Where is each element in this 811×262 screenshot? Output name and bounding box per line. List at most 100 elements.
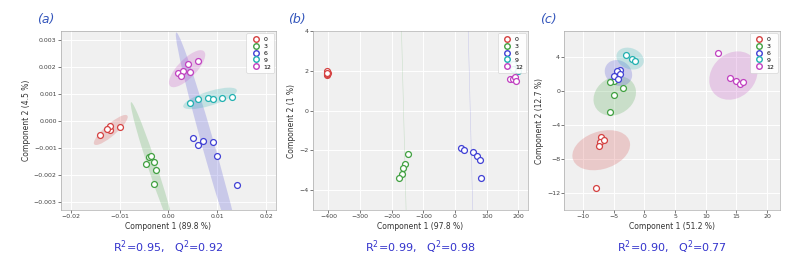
Point bbox=[103, 128, 116, 132]
Point bbox=[616, 86, 629, 90]
Point bbox=[511, 69, 524, 73]
Text: (a): (a) bbox=[36, 13, 54, 26]
Point bbox=[457, 148, 470, 152]
Point bbox=[473, 158, 486, 162]
Point bbox=[732, 82, 745, 86]
Point bbox=[470, 154, 483, 158]
Point bbox=[191, 59, 204, 63]
Point bbox=[401, 152, 414, 156]
Point bbox=[603, 110, 616, 114]
Point bbox=[174, 74, 187, 78]
Point bbox=[612, 68, 625, 72]
Point bbox=[628, 59, 641, 63]
Text: R$^2$=0.90,   Q$^2$=0.77: R$^2$=0.90, Q$^2$=0.77 bbox=[616, 239, 726, 256]
Point bbox=[607, 93, 620, 97]
Point bbox=[216, 96, 229, 101]
Point bbox=[149, 168, 162, 173]
Point bbox=[320, 72, 333, 76]
Point bbox=[320, 73, 333, 77]
Text: R$^2$=0.95,   Q$^2$=0.92: R$^2$=0.95, Q$^2$=0.92 bbox=[114, 239, 223, 256]
Point bbox=[196, 139, 209, 143]
Point bbox=[191, 97, 204, 101]
X-axis label: Component 1 (89.8 %): Component 1 (89.8 %) bbox=[126, 222, 211, 231]
Point bbox=[191, 143, 204, 147]
Point bbox=[113, 125, 126, 129]
Legend: 0, 3, 6, 9, 12: 0, 3, 6, 9, 12 bbox=[497, 33, 526, 73]
Point bbox=[230, 183, 243, 187]
Point bbox=[320, 69, 333, 74]
X-axis label: Component 1 (51.2 %): Component 1 (51.2 %) bbox=[629, 222, 714, 231]
Point bbox=[321, 70, 334, 75]
Ellipse shape bbox=[94, 115, 127, 145]
Point bbox=[710, 51, 723, 55]
Point bbox=[589, 186, 602, 190]
Point bbox=[607, 73, 620, 78]
Point bbox=[147, 182, 160, 186]
Ellipse shape bbox=[708, 51, 757, 100]
Ellipse shape bbox=[389, 0, 420, 262]
Point bbox=[142, 155, 155, 159]
Ellipse shape bbox=[593, 76, 635, 116]
Point bbox=[592, 144, 605, 148]
Ellipse shape bbox=[183, 88, 237, 109]
Text: R$^2$=0.99,   Q$^2$=0.98: R$^2$=0.99, Q$^2$=0.98 bbox=[364, 239, 475, 256]
Point bbox=[603, 80, 616, 84]
Point bbox=[172, 71, 185, 75]
Point bbox=[506, 77, 519, 81]
Text: (b): (b) bbox=[288, 13, 306, 26]
Ellipse shape bbox=[175, 32, 244, 262]
Point bbox=[177, 68, 190, 73]
Point bbox=[206, 97, 219, 101]
X-axis label: Component 1 (97.8 %): Component 1 (97.8 %) bbox=[376, 222, 463, 231]
Point bbox=[594, 135, 607, 140]
Point bbox=[225, 95, 238, 99]
Point bbox=[619, 53, 632, 57]
Point bbox=[144, 154, 157, 158]
Point bbox=[506, 67, 519, 71]
Point bbox=[609, 69, 622, 73]
Ellipse shape bbox=[572, 130, 629, 170]
Point bbox=[184, 101, 197, 105]
Point bbox=[597, 138, 610, 142]
Point bbox=[466, 150, 479, 154]
Point bbox=[201, 95, 214, 100]
Point bbox=[729, 79, 742, 83]
Point bbox=[508, 75, 521, 79]
Y-axis label: Component 2 (4.5 %): Component 2 (4.5 %) bbox=[22, 80, 31, 161]
Point bbox=[611, 77, 624, 81]
Ellipse shape bbox=[131, 102, 174, 231]
Text: (c): (c) bbox=[539, 13, 556, 26]
Point bbox=[736, 80, 749, 84]
Point bbox=[607, 79, 620, 83]
Point bbox=[395, 172, 408, 177]
Point bbox=[103, 124, 116, 128]
Y-axis label: Component 2 (12.7 %): Component 2 (12.7 %) bbox=[534, 78, 543, 163]
Point bbox=[474, 176, 487, 180]
Ellipse shape bbox=[616, 48, 643, 69]
Ellipse shape bbox=[169, 50, 205, 87]
Point bbox=[101, 127, 114, 131]
Point bbox=[147, 160, 160, 165]
Point bbox=[624, 57, 637, 62]
Point bbox=[453, 146, 466, 150]
Point bbox=[503, 77, 516, 81]
Ellipse shape bbox=[604, 60, 632, 86]
Point bbox=[93, 133, 106, 138]
Point bbox=[139, 162, 152, 166]
Point bbox=[509, 78, 522, 83]
Point bbox=[206, 140, 219, 144]
Legend: 0, 3, 6, 9, 12: 0, 3, 6, 9, 12 bbox=[246, 33, 274, 73]
Point bbox=[182, 62, 195, 66]
Y-axis label: Component 2 (1 %): Component 2 (1 %) bbox=[287, 84, 296, 157]
Point bbox=[504, 63, 517, 68]
Point bbox=[392, 176, 405, 181]
Point bbox=[612, 72, 625, 76]
Point bbox=[506, 61, 519, 66]
Point bbox=[397, 166, 410, 170]
Ellipse shape bbox=[455, 0, 487, 262]
Point bbox=[398, 162, 411, 166]
Point bbox=[187, 136, 200, 140]
Point bbox=[320, 71, 333, 75]
Point bbox=[211, 154, 224, 158]
Point bbox=[184, 70, 197, 74]
